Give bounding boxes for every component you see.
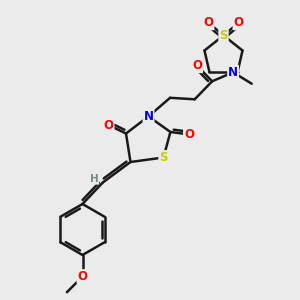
Text: S: S <box>219 29 228 42</box>
Text: O: O <box>184 128 194 141</box>
Text: O: O <box>77 270 88 283</box>
Text: O: O <box>233 16 244 29</box>
Text: H: H <box>89 174 98 184</box>
Text: O: O <box>203 16 214 29</box>
Text: N: N <box>143 110 154 123</box>
Text: N: N <box>228 66 238 79</box>
Text: S: S <box>159 151 168 164</box>
Text: O: O <box>103 118 114 132</box>
Text: O: O <box>192 59 202 72</box>
